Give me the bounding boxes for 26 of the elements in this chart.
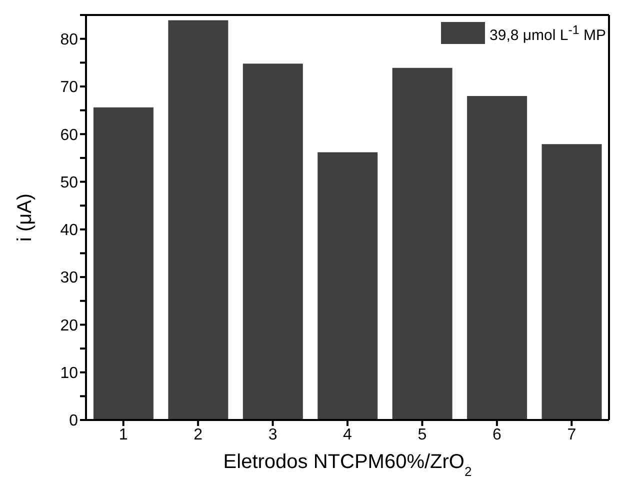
bar bbox=[318, 152, 378, 420]
x-tick-label: 1 bbox=[118, 426, 128, 444]
y-tick-label: 40 bbox=[60, 222, 78, 240]
x-tick-label: 6 bbox=[492, 426, 502, 444]
x-tick-label: 7 bbox=[567, 426, 576, 444]
bar bbox=[168, 20, 228, 420]
bar bbox=[242, 64, 303, 420]
x-tick-label: 3 bbox=[268, 426, 278, 444]
y-tick-label: 70 bbox=[60, 79, 78, 96]
bar bbox=[542, 144, 602, 420]
bar bbox=[93, 107, 154, 420]
bar bbox=[467, 96, 528, 420]
y-tick-label: 20 bbox=[60, 317, 78, 334]
y-tick-label: 60 bbox=[60, 126, 78, 144]
y-tick-label: 10 bbox=[60, 365, 78, 382]
y-tick-label: 50 bbox=[60, 174, 78, 192]
legend-label: 39,8 μmol L$^{-1}$ MP bbox=[490, 22, 606, 44]
x-tick-label: 5 bbox=[418, 426, 427, 444]
x-tick-label: 2 bbox=[194, 426, 203, 444]
y-tick-label: 0 bbox=[69, 412, 78, 430]
y-tick-label: 80 bbox=[60, 32, 78, 49]
bar bbox=[392, 68, 452, 420]
y-axis-title: i (μA) bbox=[14, 193, 36, 242]
x-tick-label: 4 bbox=[343, 426, 352, 444]
y-tick-label: 30 bbox=[60, 270, 78, 287]
x-axis-title: Eletrodos NTCPM60%/ZrO$_{2}$ bbox=[223, 451, 472, 478]
